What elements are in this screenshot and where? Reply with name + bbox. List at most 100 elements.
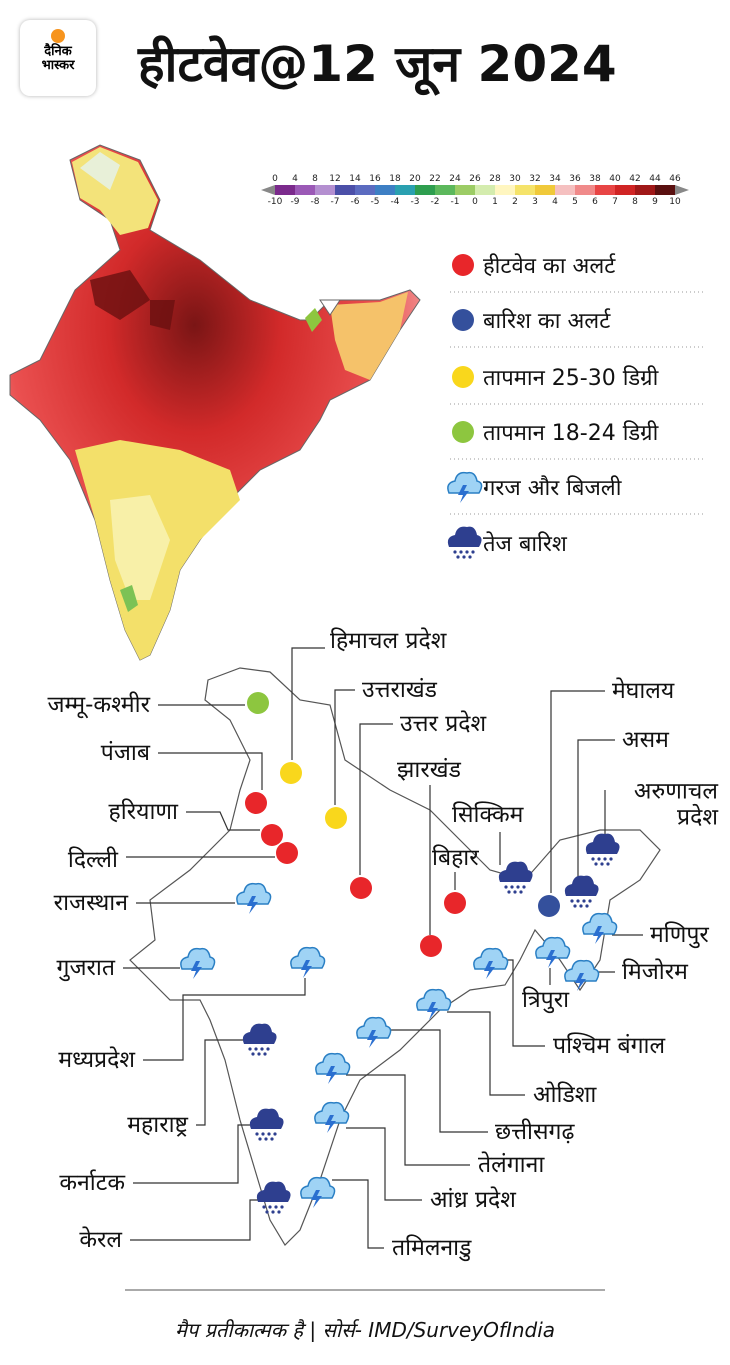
leader-line [196,1039,243,1126]
state-label: कर्नाटक [59,1169,125,1196]
red-marker [245,792,267,814]
leader-line [158,752,263,790]
scale-label: 1 [492,197,498,207]
temperature-map [9,144,421,661]
state-label: राजस्थान [53,889,128,916]
scale-label: 40 [609,174,621,184]
state-label: केरल [79,1226,122,1253]
scale-label: 7 [612,197,618,207]
leader-line [291,647,325,760]
leader-line [346,1127,422,1201]
yellow-marker [280,762,302,784]
leader-line [133,1124,250,1184]
scale-label: -1 [451,197,460,207]
scale-swatch [575,185,595,195]
scale-swatch [555,185,575,195]
scale-label: 38 [589,174,601,184]
scale-label: 24 [449,174,461,184]
yellow-marker [452,366,474,388]
scale-label: 32 [529,174,540,184]
red-marker [276,842,298,864]
rain-icon [447,526,482,559]
leader-line [359,723,393,875]
scale-label: 16 [369,174,381,184]
legend-label: तापमान 25-30 डिग्री [483,366,659,391]
scale-label: 36 [569,174,581,184]
legend-label: गरज और बिजली [483,476,622,501]
scale-swatch [295,185,315,195]
state-label: अरुणाचल प्रदेश [633,778,718,831]
state-label: आंध्र प्रदेश [430,1186,516,1213]
red-marker [452,254,474,276]
scale-label: 0 [272,174,278,184]
leader-line [550,690,605,893]
state-label: छत्तीसगढ़ [495,1118,575,1145]
scale-swatch [455,185,475,195]
scale-label: 30 [509,174,521,184]
leader-line [143,978,306,1061]
scale-label: -5 [371,197,380,207]
scale-label: -7 [331,197,340,207]
scale-label: -6 [351,197,360,207]
state-label: उत्तराखंड [362,676,437,703]
leader-line [332,1179,384,1249]
state-label: उत्तर प्रदेश [400,710,487,737]
state-label: मध्यप्रदेश [58,1046,135,1073]
leader-line [130,1199,258,1241]
scale-swatch [335,185,355,195]
state-label: गुजरात [56,954,116,981]
scale-label: -2 [431,197,440,207]
scale-swatch [355,185,375,195]
scale-swatch [475,185,495,195]
scale-label: 5 [572,197,578,207]
thunder-icon [447,471,483,504]
red-marker [444,892,466,914]
state-label: पश्चिम बंगाल [553,1032,666,1059]
scale-swatch [515,185,535,195]
scale-label: 22 [429,174,440,184]
scale-arrow [261,185,275,195]
scale-swatch [315,185,335,195]
state-label: महाराष्ट्र [127,1111,188,1138]
state-label: त्रिपुरा [522,986,570,1013]
scale-swatch [655,185,675,195]
blue-marker [452,309,474,331]
scale-label: 26 [469,174,481,184]
legend-label: हीटवेव का अलर्ट [483,254,616,279]
leader-line [447,1011,525,1096]
footer-note: मैप प्रतीकात्मक है | सोर्स- IMD/SurveyOf… [174,1318,556,1342]
scale-label: -9 [291,197,300,207]
scale-swatch [435,185,455,195]
scale-label: 8 [632,197,638,207]
scale-swatch [275,185,295,195]
state-label: ओडिशा [533,1081,597,1108]
scale-label: -10 [268,197,283,207]
logo: दैनिक भास्कर [20,20,96,96]
scale-label: 6 [592,197,598,207]
scale-swatch [415,185,435,195]
red-marker [420,935,442,957]
title: हीटवेव@12 जून 2024 [138,35,617,93]
scale-label: 10 [669,197,681,207]
leader-line [346,1074,470,1166]
scale-label: 12 [329,174,340,184]
state-label: तेलंगाना [478,1151,545,1178]
red-marker [350,877,372,899]
scale-label: 34 [549,174,561,184]
scale-label: 44 [649,174,661,184]
legend-label: बारिश का अलर्ट [483,309,611,334]
green-marker [247,692,269,714]
state-label: बिहार [432,844,479,871]
scale-swatch [595,185,615,195]
legend-label: तापमान 18-24 डिग्री [483,421,659,446]
state-label: तमिलनाडु [392,1234,472,1261]
scale-arrow [675,185,689,195]
scale-label: 20 [409,174,421,184]
state-label: दिल्ली [67,846,118,873]
state-label: पंजाब [100,739,150,766]
scale-label: 14 [349,174,361,184]
scale-label: 4 [292,174,298,184]
scale-label: 46 [669,174,681,184]
